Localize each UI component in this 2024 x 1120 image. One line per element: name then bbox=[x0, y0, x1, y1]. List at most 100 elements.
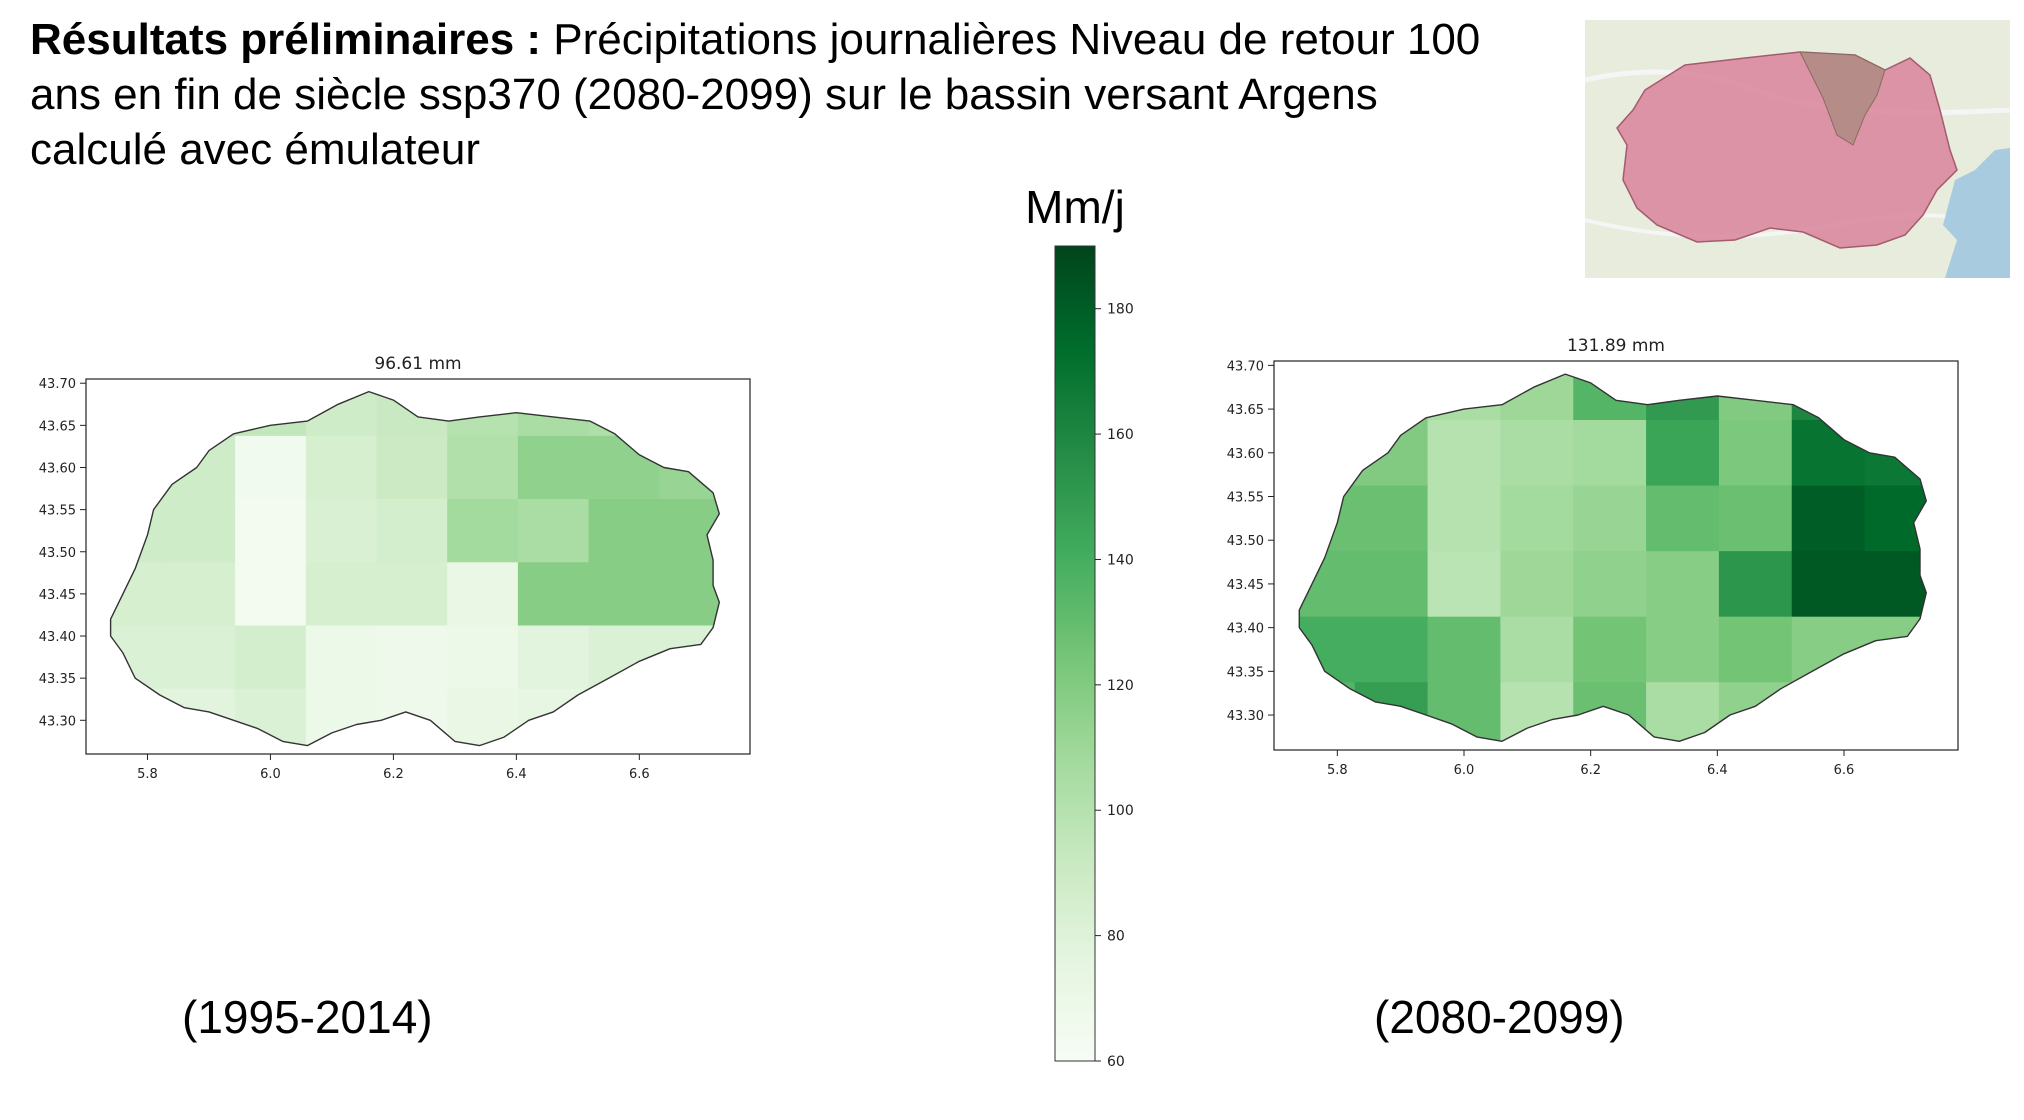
heatmap-cell bbox=[1718, 551, 1793, 618]
heatmap-cell bbox=[376, 435, 448, 500]
heatmap-cell bbox=[1718, 616, 1793, 683]
heatmap-cell bbox=[305, 688, 378, 746]
heatmap-cell bbox=[659, 625, 720, 690]
heatmap-cell bbox=[1646, 551, 1720, 618]
heatmap-cell bbox=[1354, 485, 1429, 552]
heatmap-cell bbox=[1354, 616, 1429, 683]
heatmap-cell bbox=[1500, 551, 1574, 618]
heatmap-cell bbox=[1299, 374, 1356, 421]
heatmap-cell bbox=[1427, 616, 1502, 683]
heatmap-cell bbox=[1573, 551, 1647, 618]
x-tick-label: 6.2 bbox=[1580, 763, 1601, 778]
x-tick-label: 6.6 bbox=[629, 767, 650, 782]
heatmap-cell bbox=[376, 625, 448, 690]
heatmap-cell bbox=[1299, 551, 1356, 618]
heatmap-cell bbox=[1500, 485, 1574, 552]
x-tick-label: 6.2 bbox=[383, 767, 404, 782]
basin-outline bbox=[109, 390, 720, 747]
heatmap-cell bbox=[1791, 551, 1866, 618]
colorbar-tick-label: 100 bbox=[1107, 803, 1134, 819]
x-tick-label: 5.8 bbox=[137, 767, 158, 782]
y-tick-label: 43.70 bbox=[1227, 359, 1264, 374]
heatmap-cell bbox=[1573, 616, 1647, 683]
heatmap-cell bbox=[1646, 485, 1720, 552]
y-tick-label: 43.55 bbox=[1227, 490, 1264, 505]
x-tick-label: 6.4 bbox=[1707, 763, 1728, 778]
heatmap-cell bbox=[110, 391, 165, 437]
heatmap-cell bbox=[1354, 374, 1429, 421]
heatmap-cell bbox=[1500, 420, 1574, 487]
y-tick-label: 43.65 bbox=[1227, 403, 1264, 418]
period-caption-future: (2080-2099) bbox=[1374, 991, 1625, 1043]
y-tick-label: 43.60 bbox=[1227, 447, 1264, 462]
heatmap-cell bbox=[235, 625, 307, 690]
y-tick-label: 43.50 bbox=[39, 546, 76, 561]
heatmap-cell bbox=[164, 562, 236, 627]
heatmap-cell bbox=[110, 435, 165, 500]
y-tick-label: 43.30 bbox=[39, 714, 76, 729]
heatmap-cell bbox=[235, 391, 307, 437]
heatmap-cell bbox=[447, 625, 519, 690]
slide-title: Résultats préliminaires : Précipitations… bbox=[30, 12, 1510, 177]
heatmap-cell bbox=[1718, 374, 1793, 421]
heatmap-cell bbox=[1427, 374, 1502, 421]
heatmap-cell bbox=[110, 688, 165, 746]
heatmap-cell bbox=[376, 499, 448, 563]
heatmap-cell bbox=[1573, 374, 1647, 421]
heatmap-cell bbox=[1646, 682, 1720, 742]
y-tick-label: 43.45 bbox=[1227, 578, 1264, 593]
heatmap-cell bbox=[659, 391, 720, 437]
heatmap-cell bbox=[1864, 551, 1927, 618]
y-tick-label: 43.30 bbox=[1227, 709, 1264, 724]
colorbar-tick-label: 180 bbox=[1107, 302, 1134, 318]
heatmap-cell bbox=[1573, 420, 1647, 487]
heatmap-cell bbox=[1646, 374, 1720, 421]
heatmap-cell bbox=[110, 625, 165, 690]
colorbar-tick-label: 140 bbox=[1107, 552, 1134, 568]
heatmap-cell bbox=[1500, 616, 1574, 683]
heatmap-cell bbox=[447, 391, 519, 437]
x-tick-label: 6.0 bbox=[1454, 763, 1475, 778]
heatmap-cell bbox=[1354, 682, 1429, 742]
heatmap-cell bbox=[1427, 682, 1502, 742]
heatmap-cell bbox=[1427, 485, 1502, 552]
colorbar-tick-label: 120 bbox=[1107, 678, 1134, 694]
heatmap-cell bbox=[517, 562, 590, 627]
x-tick-label: 6.0 bbox=[260, 767, 281, 782]
heatmap-cell bbox=[164, 435, 236, 500]
heatmap-cell bbox=[447, 688, 519, 746]
heatmap-cell bbox=[588, 499, 660, 563]
x-tick-label: 5.8 bbox=[1327, 763, 1348, 778]
heatmap-cell bbox=[517, 391, 590, 437]
heatmap-cell bbox=[659, 688, 720, 746]
y-tick-label: 43.40 bbox=[39, 630, 76, 645]
y-tick-label: 43.50 bbox=[1227, 534, 1264, 549]
heatmap-cell bbox=[305, 625, 378, 690]
heatmap-cell bbox=[588, 562, 660, 627]
heatmap-panel-historical: 96.61 mm 5.8 6.0 6.2 6.4 6.6 43.30 43.35 43.40 43… bbox=[39, 354, 751, 782]
heatmap-cell bbox=[1354, 551, 1429, 618]
heatmap-cells bbox=[1299, 374, 1927, 742]
colorbar: 60 80 100 120 140 160 180 bbox=[1054, 245, 1134, 1070]
heatmap-cell bbox=[1864, 420, 1927, 487]
heatmap-cell bbox=[235, 499, 307, 563]
y-tick-label: 43.40 bbox=[1227, 622, 1264, 637]
y-tick-label: 43.60 bbox=[39, 461, 76, 476]
heatmap-cell bbox=[1354, 420, 1429, 487]
heatmap-cell bbox=[305, 562, 378, 627]
heatmap-cells bbox=[110, 391, 720, 746]
heatmap-cell bbox=[588, 688, 660, 746]
heatmap-cell bbox=[1718, 485, 1793, 552]
colorbar-tick-label: 160 bbox=[1107, 427, 1134, 443]
colorbar-tick-label: 80 bbox=[1107, 929, 1125, 945]
heatmap-cell bbox=[376, 688, 448, 746]
heatmap-cell bbox=[376, 391, 448, 437]
heatmap-cell bbox=[1864, 374, 1927, 421]
heatmap-cell bbox=[517, 435, 590, 500]
heatmap-cell bbox=[659, 435, 720, 500]
heatmap-panel-future: 131.89 mm 5.8 6.0 6.2 6.4 6.6 43.30 43.35 43.40 4… bbox=[1227, 336, 1959, 778]
y-tick-label: 43.65 bbox=[39, 419, 76, 434]
slide-title-bold: Résultats préliminaires : bbox=[30, 15, 542, 64]
heatmap-cell bbox=[588, 435, 660, 500]
